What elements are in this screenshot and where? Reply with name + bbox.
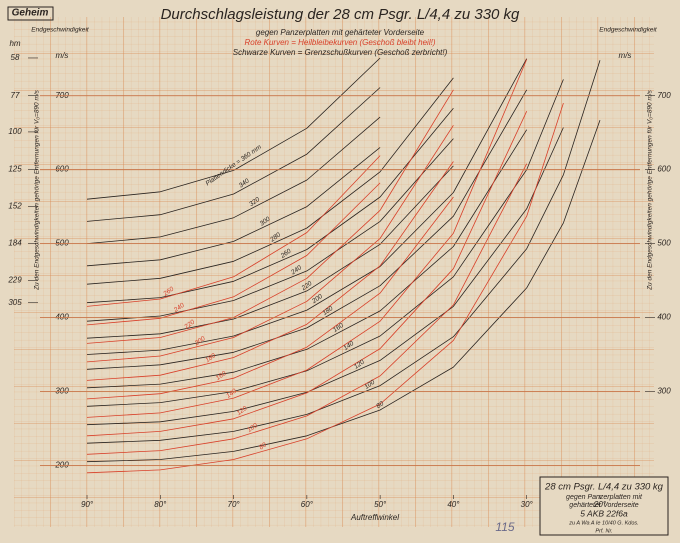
hm-tick-label: 58 bbox=[11, 53, 20, 62]
stamp-box bbox=[7, 6, 54, 21]
left-side-text: Zu den Endgeschwindigkeiten gehörige Ent… bbox=[34, 89, 41, 291]
left-unit: m/s bbox=[56, 51, 69, 60]
stamp: Geheim bbox=[12, 8, 49, 19]
right-axis-label: Endgeschwindigkeit bbox=[599, 27, 658, 34]
curve bbox=[86, 116, 381, 244]
chart-title: Durchschlagsleistung der 28 cm Psgr. L/4… bbox=[161, 6, 520, 23]
y2-tick-label: 300 bbox=[657, 387, 671, 396]
curve bbox=[86, 165, 454, 339]
x-tick-label: 70° bbox=[228, 500, 241, 509]
curve bbox=[86, 77, 454, 285]
hm-tick-label: 100 bbox=[8, 127, 22, 136]
legend-black: Schwarze Kurven = Grenzschußkurven (Gesc… bbox=[233, 48, 448, 57]
y2-tick-label: 500 bbox=[657, 239, 671, 248]
box-line: 5 AKB 22f6a bbox=[580, 508, 628, 518]
curve bbox=[86, 60, 601, 444]
curve bbox=[86, 59, 528, 418]
hm-tick-label: 125 bbox=[8, 165, 22, 174]
curve bbox=[86, 196, 454, 400]
hm-unit: hm bbox=[9, 39, 20, 48]
curve bbox=[86, 58, 528, 355]
handwritten-number: 115 bbox=[495, 520, 514, 534]
hm-tick-label: 77 bbox=[11, 91, 20, 100]
box-line: gehärteter Vorderseite bbox=[569, 502, 638, 509]
y2-tick-label: 600 bbox=[657, 165, 671, 174]
box-line: gegen Panzerplatten mit bbox=[566, 494, 643, 501]
right-unit: m/s bbox=[619, 51, 632, 60]
curve-label: 80 bbox=[258, 441, 268, 451]
x-tick-label: 80° bbox=[154, 500, 167, 509]
curve-label: 80 bbox=[375, 400, 385, 410]
x-tick-label: 50° bbox=[374, 500, 387, 509]
curve bbox=[86, 163, 528, 455]
curve bbox=[86, 125, 454, 363]
curve bbox=[86, 89, 454, 344]
curve bbox=[86, 138, 454, 322]
curve bbox=[86, 161, 454, 381]
curve bbox=[86, 127, 564, 426]
x-axis-label: Auftreffwinkel bbox=[350, 513, 399, 522]
legend-red: Rote Kurven = Heilbleibekurven (Geschoß … bbox=[245, 38, 436, 47]
curve bbox=[86, 102, 564, 474]
hm-tick-label: 229 bbox=[7, 276, 22, 285]
box-line: Prf. Nr. bbox=[595, 528, 612, 534]
curve bbox=[86, 89, 528, 370]
x-tick-label: 30° bbox=[521, 500, 534, 509]
left-axis-label: Endgeschwindigkeit bbox=[31, 27, 90, 34]
curve bbox=[86, 129, 528, 389]
hm-tick-label: 184 bbox=[8, 239, 22, 248]
curve bbox=[86, 119, 601, 463]
subtitle: gegen Panzerplatten mit gehärteter Vorde… bbox=[256, 28, 425, 37]
y2-tick-label: 400 bbox=[657, 313, 671, 322]
right-side-text: Zu den Endgeschwindigkeiten gehörige Ent… bbox=[647, 89, 654, 291]
box-line: zu A Wa A Ie 10/40 G. Kdos. bbox=[568, 520, 638, 526]
curve bbox=[86, 87, 381, 222]
curve bbox=[86, 155, 381, 307]
x-tick-label: 20° bbox=[593, 500, 607, 509]
curve bbox=[86, 57, 381, 200]
curves bbox=[86, 57, 601, 474]
curve bbox=[86, 107, 454, 304]
info-box bbox=[539, 476, 669, 536]
x-tick-label: 40° bbox=[447, 500, 460, 509]
hm-tick-label: 305 bbox=[8, 298, 22, 307]
x-tick-label: 60° bbox=[301, 500, 314, 509]
curve bbox=[86, 111, 528, 437]
hm-tick-label: 152 bbox=[8, 202, 22, 211]
curve bbox=[86, 182, 381, 326]
box-line: 28 cm Psgr. L/4,4 zu 330 kg bbox=[544, 482, 664, 493]
y2-tick-label: 700 bbox=[657, 91, 671, 100]
curve bbox=[86, 147, 381, 267]
x-tick-label: 90° bbox=[81, 500, 94, 509]
